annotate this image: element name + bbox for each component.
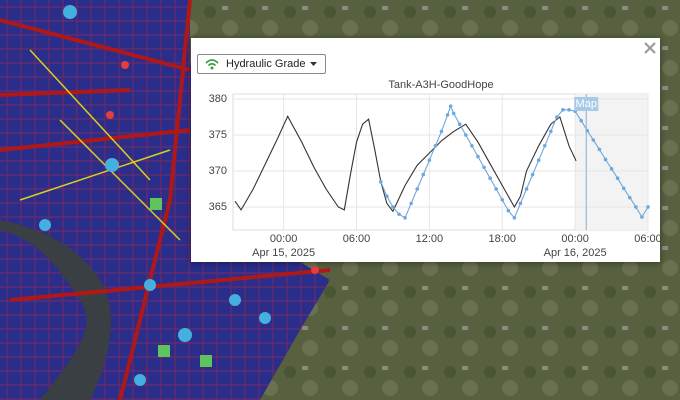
caret (310, 62, 317, 66)
point (397, 212, 401, 216)
point (512, 215, 517, 220)
wifi-icon (205, 59, 219, 70)
point (500, 197, 505, 202)
point (457, 122, 462, 127)
point (506, 208, 511, 213)
pipes (19, 49, 181, 241)
point (542, 144, 547, 148)
point (445, 113, 450, 117)
dropdown-label: Hydraulic Grade (226, 58, 306, 70)
series-line (234, 115, 577, 213)
x-tick-label: 00:00 Apr 16, 2025 (543, 233, 607, 259)
point (549, 129, 553, 134)
point (378, 179, 383, 184)
point (391, 205, 395, 209)
point (409, 201, 413, 206)
point (561, 108, 565, 112)
point (415, 187, 420, 191)
point (621, 186, 626, 191)
y-tick-label: 375 (209, 129, 227, 141)
point (627, 195, 632, 200)
point (609, 167, 614, 171)
x-tick-label: 18:00 (488, 233, 516, 245)
point (518, 201, 523, 206)
x-tick-label: 06:00 (634, 233, 662, 245)
x-tick-label: 06:00 (342, 233, 371, 245)
point (476, 154, 480, 159)
point (591, 138, 596, 142)
chart-title: Tank-A3H-GoodHope (388, 79, 493, 91)
point (597, 147, 602, 152)
point (448, 104, 453, 109)
point (640, 215, 644, 219)
point (536, 158, 541, 163)
point (615, 176, 620, 180)
icons (39, 5, 319, 386)
point (482, 165, 486, 170)
y-tick-label: 380 (209, 93, 227, 105)
cursor-tag (574, 97, 599, 111)
close-button[interactable] (644, 42, 656, 54)
point (421, 172, 426, 177)
point (579, 118, 583, 123)
chart: Tank-A3H-GoodHope 365 370 375 380 Map (209, 42, 656, 231)
point (488, 176, 492, 180)
point (451, 111, 456, 116)
point (470, 144, 474, 148)
point (494, 187, 498, 191)
point (427, 158, 432, 163)
series-line (380, 104, 649, 219)
point (385, 194, 389, 198)
point (403, 215, 407, 220)
dropdown[interactable]: Hydraulic Grade (197, 54, 326, 74)
cursor-label: Map (576, 98, 597, 110)
popup: Tank-A3H-GoodHope 365 370 375 380 Map Hydrau… (191, 38, 662, 262)
point (567, 108, 571, 112)
y-tick-label: 365 (209, 201, 227, 213)
point (555, 115, 559, 119)
point (634, 205, 638, 209)
point (439, 129, 444, 134)
x-tick-label: 12:00 (415, 233, 444, 245)
point (464, 133, 468, 137)
point (433, 144, 438, 148)
point (646, 205, 650, 209)
point (524, 187, 529, 191)
mains (0, 0, 331, 400)
river (0, 220, 111, 400)
y-tick-label: 370 (209, 165, 227, 177)
x-tick-label: 00:00 Apr 15, 2025 (252, 233, 316, 259)
point (530, 172, 535, 177)
point (603, 157, 608, 162)
